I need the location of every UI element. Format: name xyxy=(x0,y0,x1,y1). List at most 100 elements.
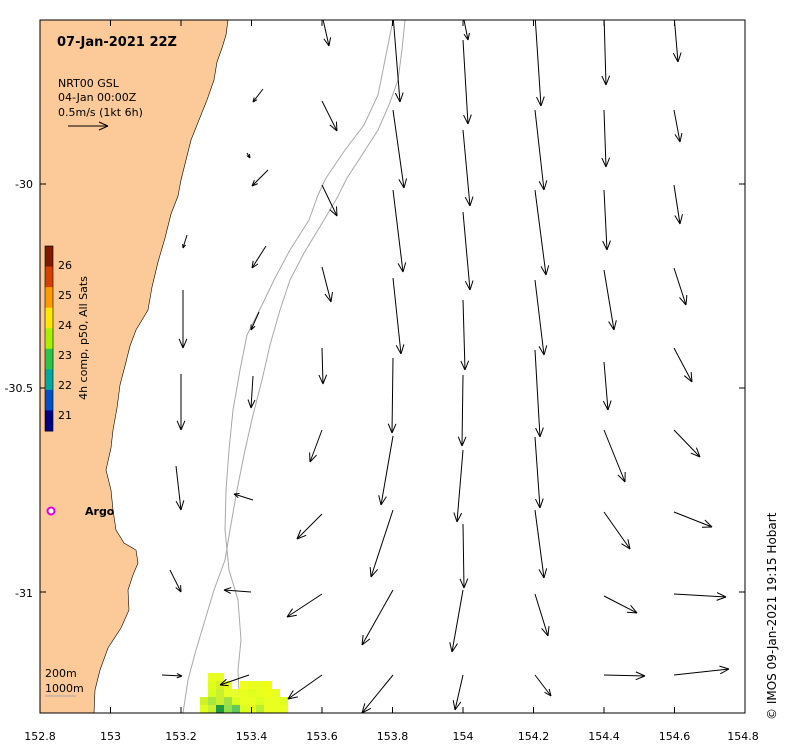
colorbar-tick: 21 xyxy=(58,409,72,422)
x-tick-label: 154.8 xyxy=(727,730,759,743)
x-tick-label: 153.8 xyxy=(377,730,409,743)
current-vector xyxy=(534,674,552,697)
legend-time: 04-Jan 00:00Z xyxy=(58,91,137,104)
current-vector xyxy=(673,592,727,601)
current-vector xyxy=(378,435,394,506)
current-vector xyxy=(673,429,701,458)
legend-source: NRT00 GSL xyxy=(58,77,120,90)
current-vector xyxy=(252,88,264,103)
current-vector xyxy=(452,674,464,711)
current-vector xyxy=(457,374,467,447)
colorbar-segment xyxy=(45,266,53,288)
y-axis-labels: -30 -30.5 -31 xyxy=(5,178,33,600)
current-vector xyxy=(603,511,631,550)
current-vector xyxy=(463,20,470,41)
sst-pixel xyxy=(208,697,216,705)
current-vector xyxy=(392,189,407,273)
current-vector xyxy=(287,674,323,700)
sst-pixel xyxy=(208,681,216,689)
current-vector xyxy=(321,184,338,217)
isobath-label-200m: 200m xyxy=(45,667,77,680)
colorbar-segment xyxy=(45,369,53,391)
current-vector xyxy=(534,189,550,276)
x-tick-label: 153.4 xyxy=(236,730,268,743)
sst-pixel xyxy=(264,705,272,713)
current-vector xyxy=(296,513,323,540)
current-vector xyxy=(534,436,544,509)
current-vector xyxy=(392,20,404,103)
sst-pixel xyxy=(208,689,216,697)
sst-pixel xyxy=(216,697,224,705)
sst-pixel xyxy=(256,705,264,713)
sst-pixel xyxy=(224,689,232,697)
x-tick-label: 154 xyxy=(453,730,474,743)
y-tick-label: -30.5 xyxy=(5,382,33,395)
sst-pixel xyxy=(272,689,280,697)
current-vector xyxy=(673,109,683,143)
current-vector xyxy=(534,279,548,356)
current-vector xyxy=(286,593,323,618)
current-vector xyxy=(246,152,251,159)
legend-scale: 0.5m/s (1kt 6h) xyxy=(58,106,143,119)
colorbar: 26 25 24 23 22 21 4h comp, p50, All Sats xyxy=(44,245,90,432)
sst-pixel xyxy=(280,705,288,713)
colorbar-segment xyxy=(45,410,53,432)
x-tick-label: 154.2 xyxy=(518,730,550,743)
colorbar-segment xyxy=(45,348,53,370)
current-vector xyxy=(601,109,611,168)
current-vector xyxy=(602,361,612,411)
current-vector xyxy=(309,429,323,463)
colorbar-tick: 26 xyxy=(58,259,72,272)
map-title: 07-Jan-2021 22Z xyxy=(57,35,177,50)
vector-legend: NRT00 GSL 04-Jan 00:00Z 0.5m/s (1kt 6h) xyxy=(58,77,143,131)
colorbar-tick: 25 xyxy=(58,289,72,302)
sst-pixel xyxy=(208,705,216,713)
colorbar-tick: 23 xyxy=(58,349,72,362)
sst-pixel xyxy=(264,689,272,697)
current-vector xyxy=(673,347,693,383)
current-vector xyxy=(462,129,474,207)
colorbar-label: 4h comp, p50, All Sats xyxy=(77,276,90,400)
sst-pixel xyxy=(216,689,224,697)
current-vector xyxy=(534,509,548,579)
colorbar-tick: 24 xyxy=(58,319,72,332)
current-vector xyxy=(392,277,405,355)
colorbar-segment xyxy=(45,328,53,350)
current-vector xyxy=(321,266,333,303)
current-vector xyxy=(219,674,250,687)
sst-pixel xyxy=(248,697,256,705)
current-vector xyxy=(534,20,545,107)
current-vector xyxy=(233,492,254,501)
sst-pixel xyxy=(240,681,248,689)
current-vector xyxy=(318,347,328,385)
colorbar-segment xyxy=(45,287,53,309)
x-tick-label: 153.2 xyxy=(165,730,197,743)
sst-pixel xyxy=(248,681,256,689)
current-vector xyxy=(673,267,688,306)
sst-pixel xyxy=(256,697,264,705)
sst-pixel xyxy=(224,697,232,705)
current-vector xyxy=(369,509,394,578)
coastline-land xyxy=(40,20,229,713)
colorbar-tick: 22 xyxy=(58,379,72,392)
x-axis-labels: 152.8 153 153.2 153.4 153.6 153.8 154 15… xyxy=(24,730,759,743)
sst-pixel xyxy=(240,689,248,697)
current-vector xyxy=(361,674,394,713)
sst-pixel xyxy=(264,681,272,689)
current-vector xyxy=(603,269,617,331)
sst-pixel xyxy=(216,705,224,713)
argo-float: Argo xyxy=(46,505,115,518)
current-vector xyxy=(673,184,683,225)
sst-pixel xyxy=(224,681,232,689)
sst-pixel-patch xyxy=(200,673,288,713)
current-vector xyxy=(250,311,260,331)
sst-pixel xyxy=(240,705,248,713)
sst-pixel xyxy=(256,681,264,689)
current-vector xyxy=(602,189,611,251)
current-vector xyxy=(182,234,188,249)
current-vector xyxy=(673,665,730,676)
current-vector xyxy=(673,511,713,528)
current-vector xyxy=(251,169,269,187)
current-vector xyxy=(223,587,252,594)
colorbar-gradient xyxy=(45,246,53,432)
